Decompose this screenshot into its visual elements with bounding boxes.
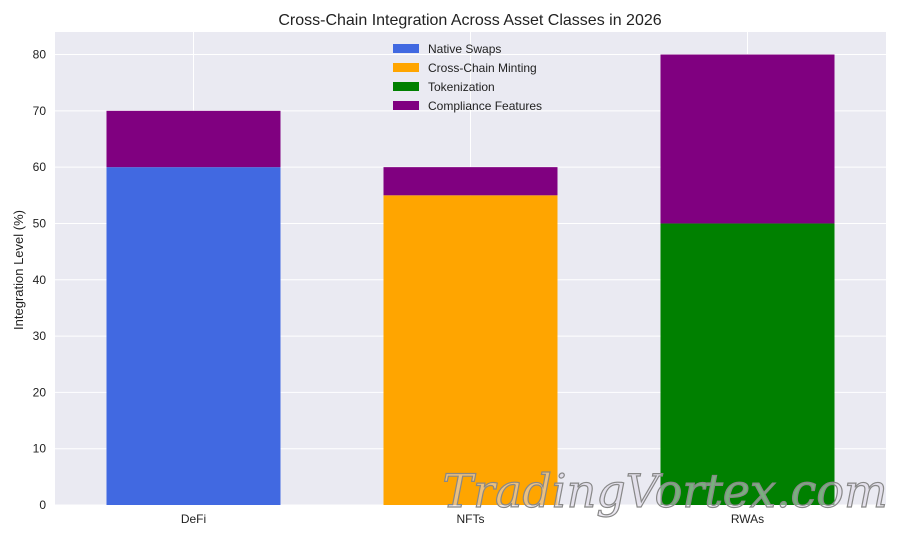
x-tick-label: DeFi (181, 512, 206, 526)
y-tick-label: 50 (33, 216, 47, 230)
y-tick-labels: 0 10 20 30 40 50 60 70 80 (33, 48, 47, 512)
bar-segment (660, 54, 835, 224)
y-tick-label: 60 (33, 160, 47, 174)
bar-segment (383, 167, 558, 196)
bar-segment (106, 110, 281, 168)
x-tick-label: NFTs (457, 512, 485, 526)
legend: Native Swaps Cross-Chain Minting Tokenizat… (393, 42, 542, 113)
bar-segment (106, 167, 281, 505)
bar-segment (660, 223, 835, 505)
watermark: TradingVortex.com (442, 464, 887, 518)
legend-label: Compliance Features (428, 99, 542, 113)
legend-label: Tokenization (428, 80, 495, 94)
y-tick-label: 80 (33, 48, 47, 62)
x-tick-labels: DeFi NFTs RWAs (181, 512, 764, 526)
y-tick-label: 30 (33, 329, 47, 343)
bars (106, 54, 835, 506)
y-axis-label: Integration Level (%) (11, 210, 26, 330)
legend-label: Cross-Chain Minting (428, 61, 537, 75)
y-tick-label: 0 (39, 498, 46, 512)
x-tick-label: RWAs (731, 512, 764, 526)
legend-swatch (393, 63, 419, 72)
y-tick-label: 20 (33, 385, 47, 399)
bar-segment (383, 195, 558, 506)
legend-swatch (393, 44, 419, 53)
y-tick-label: 10 (33, 442, 47, 456)
legend-label: Native Swaps (428, 42, 501, 56)
y-tick-label: 40 (33, 273, 47, 287)
legend-swatch (393, 101, 419, 110)
legend-swatch (393, 82, 419, 91)
chart-title: Cross-Chain Integration Across Asset Cla… (278, 12, 661, 29)
y-tick-label: 70 (33, 104, 47, 118)
